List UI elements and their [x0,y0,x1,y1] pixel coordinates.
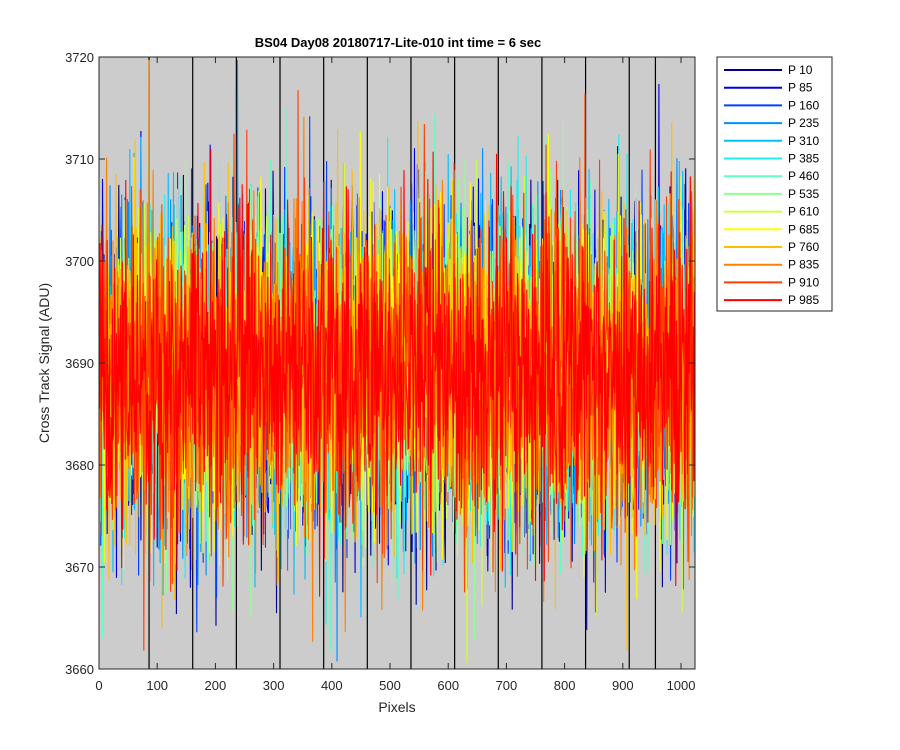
x-axis-label: Pixels [378,699,415,715]
x-axis-ticks: 0 100 200 300 400 500 600 700 800 900 1000 [95,57,695,693]
x-tick-label-1: 100 [146,678,168,693]
y-axis-ticks: 3660 3670 3680 3690 3700 3710 3720 [65,50,695,677]
legend-label-p-910: P 910 [788,275,819,289]
legend-label-p-460: P 460 [788,169,819,183]
x-tick-label-2: 200 [205,678,227,693]
x-tick-label-6: 600 [437,678,459,693]
legend-box [716,56,833,312]
legend-label-p-385: P 385 [788,152,819,166]
legend-items: P 10 P 85 P 160 P 235 P 310 P 385 P 460 P 535 P … [724,63,819,307]
y-tick-label-0: 3660 [65,662,94,677]
legend: P 10 P 85 P 160 P 235 P 310 P 385 P 460 P 535 P … [716,56,833,312]
legend-label-p-10: P 10 [788,63,813,77]
legend-label-p-760: P 760 [788,240,819,254]
x-tick-label-8: 800 [554,678,576,693]
series-line-p-985 [98,149,695,597]
legend-label-p-235: P 235 [788,116,819,130]
legend-label-p-85: P 85 [788,81,813,95]
y-tick-label-3: 3690 [65,356,94,371]
legend-label-p-310: P 310 [788,134,819,148]
y-tick-label-2: 3680 [65,458,94,473]
y-tick-label-1: 3670 [65,560,94,575]
y-tick-label-4: 3700 [65,254,94,269]
legend-label-p-985: P 985 [788,293,819,307]
y-tick-label-6: 3720 [65,50,94,65]
x-tick-label-0: 0 [95,678,102,693]
x-tick-label-10: 1000 [667,678,696,693]
legend-label-p-610: P 610 [788,205,819,219]
x-tick-label-3: 300 [263,678,285,693]
x-tick-label-9: 900 [612,678,634,693]
y-axis-label: Cross Track Signal (ADU) [36,283,52,443]
y-tick-label-5: 3710 [65,152,94,167]
legend-label-p-535: P 535 [788,187,819,201]
legend-label-p-160: P 160 [788,98,819,112]
chart-title: BS04 Day08 20180717-Lite-010 int time = … [255,35,542,50]
series-lines [98,60,695,664]
plot-area [98,56,696,670]
legend-label-p-685: P 685 [788,222,819,236]
legend-label-p-835: P 835 [788,258,819,272]
x-tick-label-7: 700 [496,678,518,693]
x-tick-label-4: 400 [321,678,343,693]
x-tick-label-5: 500 [379,678,401,693]
